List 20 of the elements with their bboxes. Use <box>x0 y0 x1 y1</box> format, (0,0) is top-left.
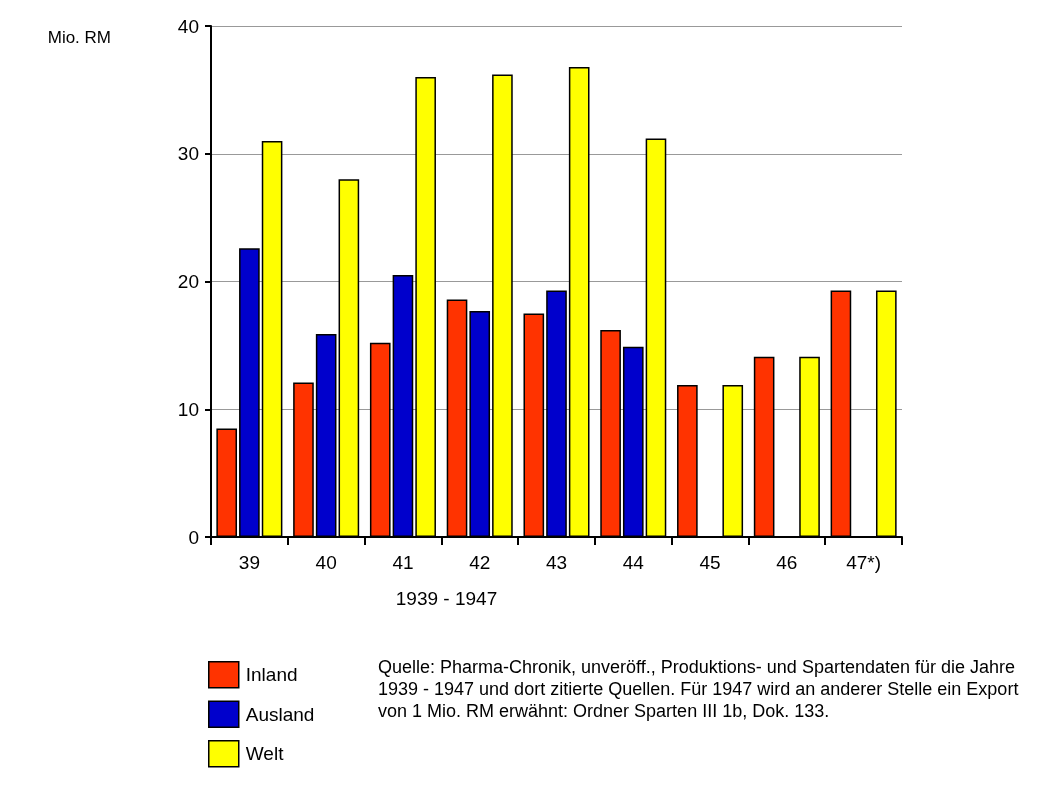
x-tick-label: 46 <box>776 552 798 573</box>
x-tick-label: 43 <box>545 552 568 573</box>
x-tick-label: 40 <box>315 552 337 573</box>
legend-label: Welt <box>245 743 285 765</box>
legend-label: Inland <box>245 664 298 686</box>
x-tick-label: 41 <box>392 552 414 573</box>
x-tick-label: 42 <box>469 552 491 573</box>
y-axis-title: Mio. RM <box>47 28 111 47</box>
x-tick-label: 44 <box>622 552 645 573</box>
source-note: Quelle: Pharma-Chronik, unveröff., Produktions- und Spartendaten für die Jahre 1939 - 1947 und dort zitierte Quellen. Für 1947 wird an anderer Stelle ein Export von 1 Mio. RM erwähnt: Ordner Sparten III 1b, Dok. 133. <box>378 657 1024 721</box>
y-tick-label: 40 <box>177 15 199 37</box>
legend-label: Ausland <box>245 703 315 725</box>
y-tick-label: 20 <box>177 271 199 292</box>
x-tick-label: 45 <box>699 552 721 573</box>
y-tick-label: 10 <box>177 398 199 420</box>
x-tick-label: 39 <box>238 552 260 573</box>
y-tick-label: 30 <box>177 143 199 165</box>
x-axis-title: 1939 - 1947 <box>395 588 498 609</box>
y-tick-label: 0 <box>188 526 199 548</box>
x-tick-label: 47*) <box>846 552 882 573</box>
